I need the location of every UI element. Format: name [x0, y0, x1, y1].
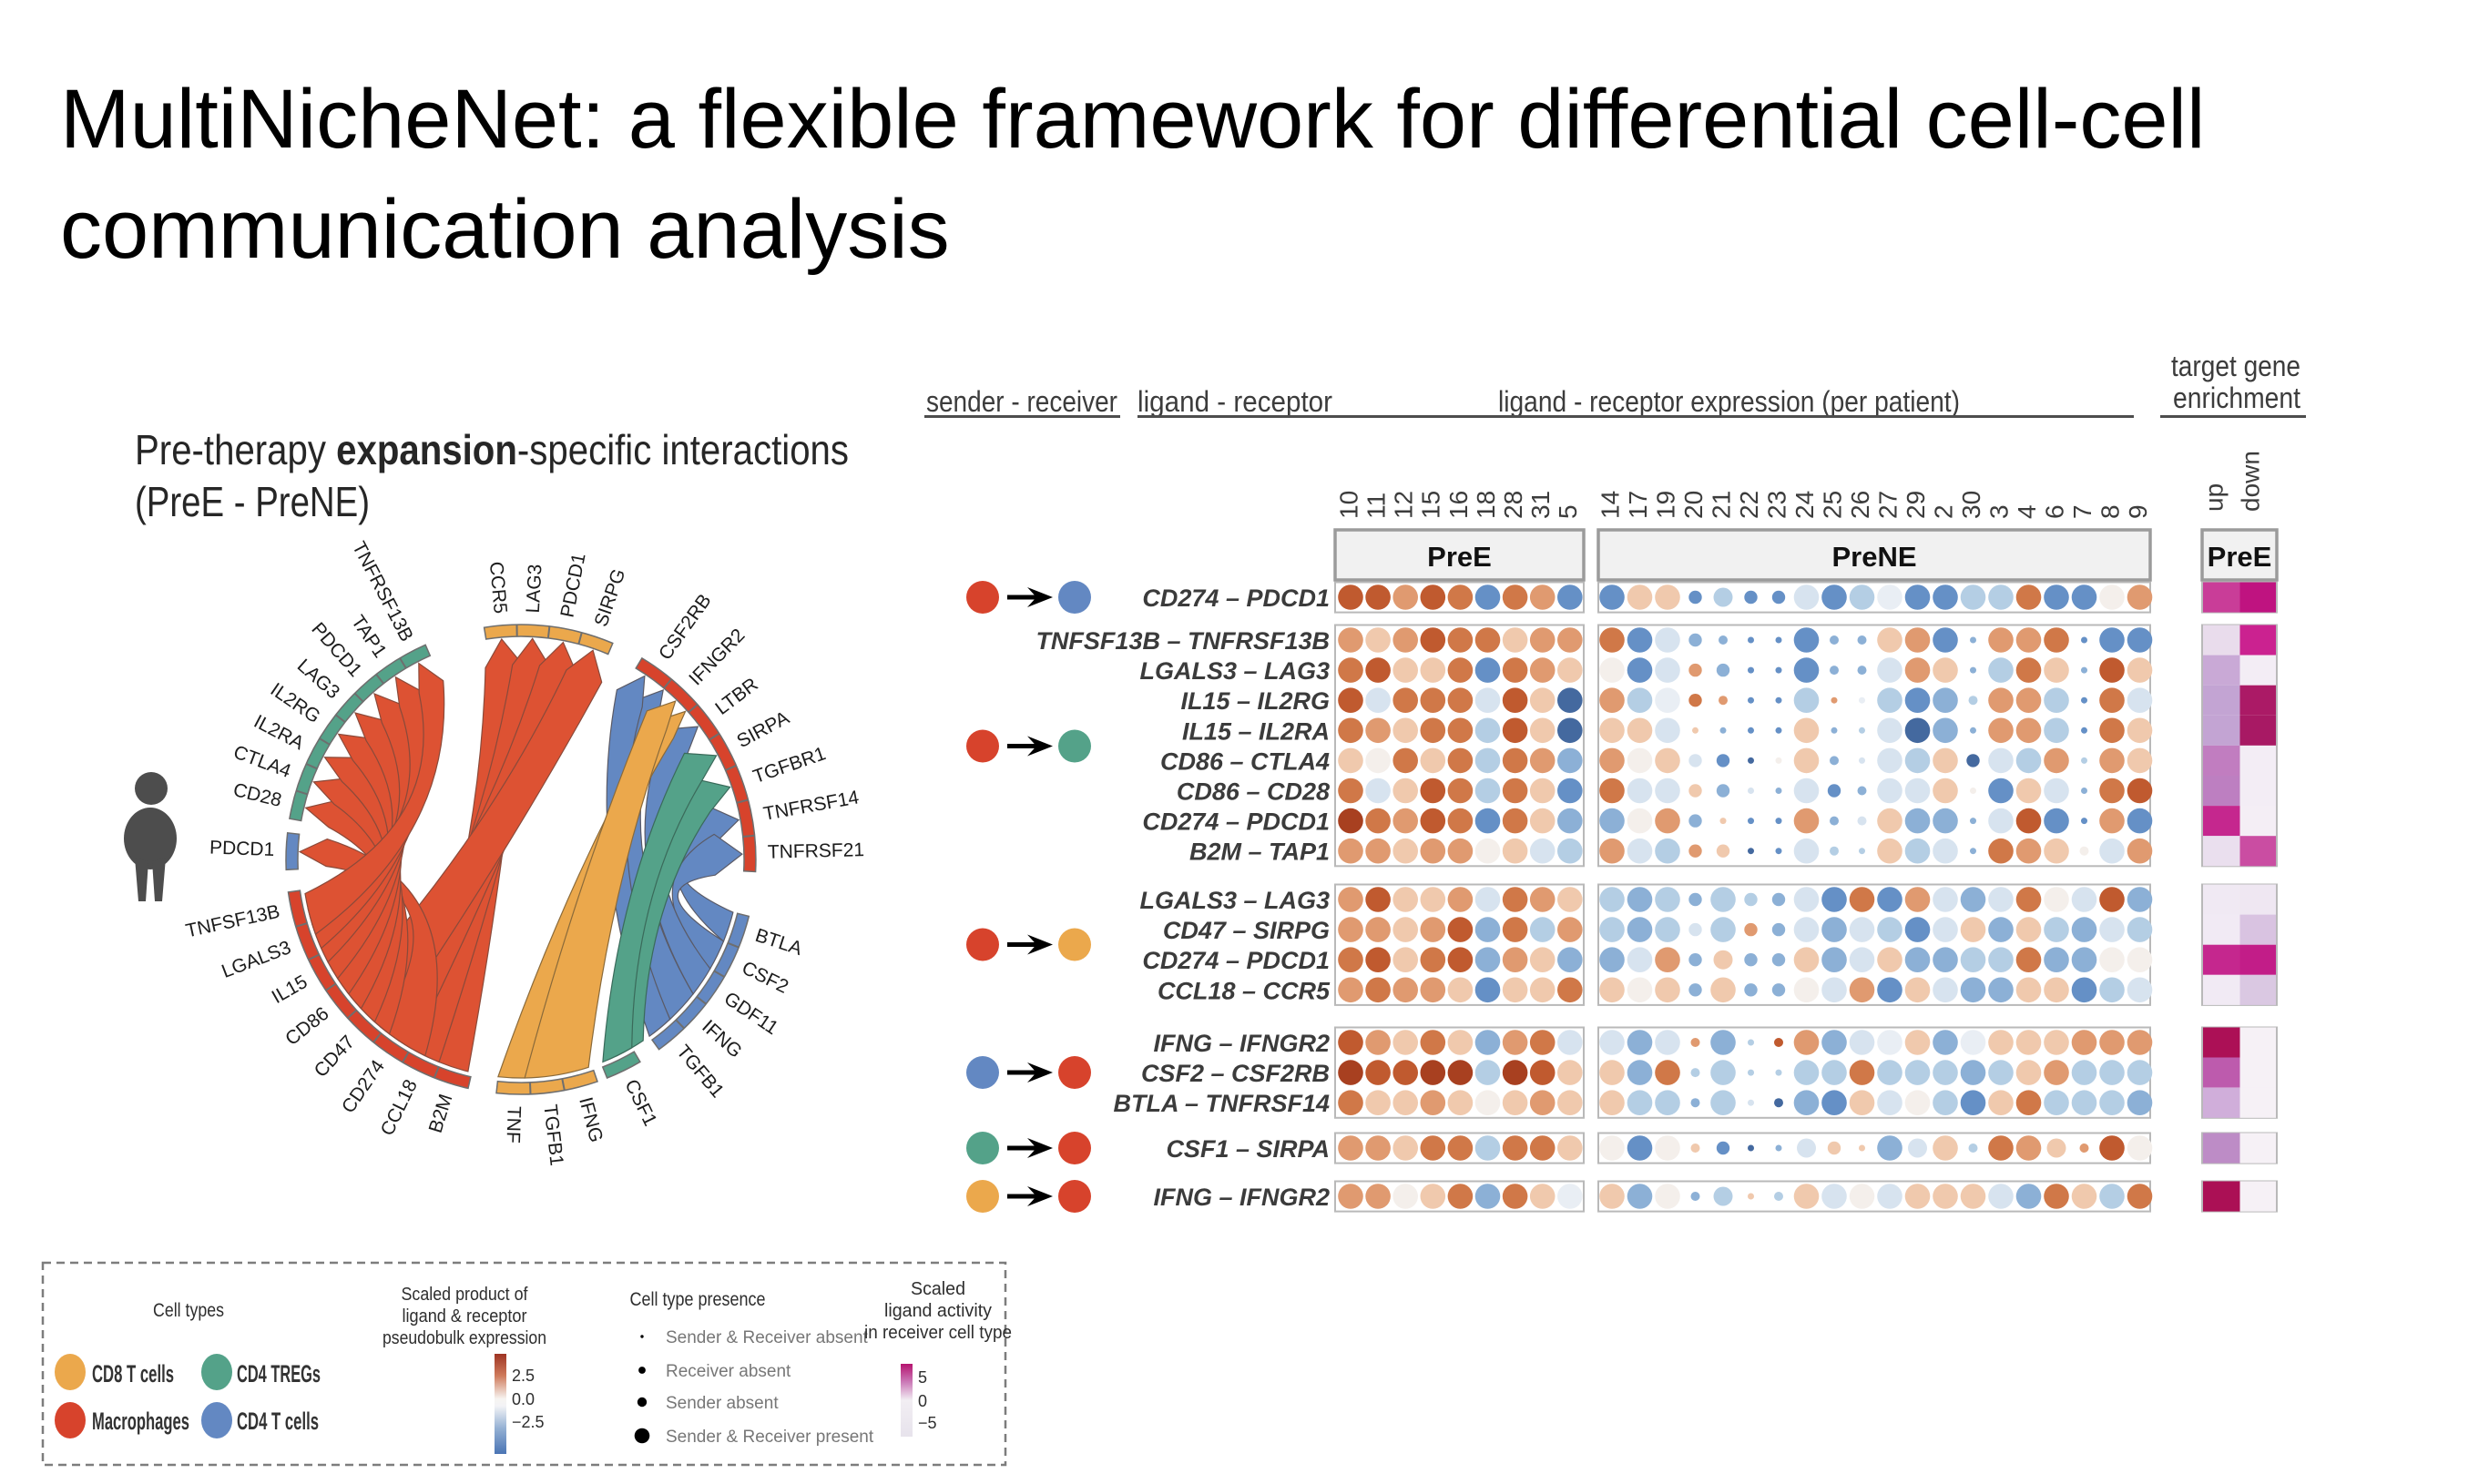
svg-text:CCL18 – CCR5: CCL18 – CCR5	[1158, 977, 1331, 1004]
svg-text:Receiver absent: Receiver absent	[666, 1362, 791, 1381]
svg-text:Scaled: Scaled	[911, 1279, 965, 1299]
svg-text:TNF: TNF	[502, 1106, 524, 1144]
svg-text:28: 28	[1499, 491, 1527, 519]
svg-text:PreNE: PreNE	[1831, 541, 1916, 573]
svg-text:23: 23	[1762, 491, 1790, 519]
svg-text:4: 4	[2013, 504, 2041, 519]
svg-text:8: 8	[2096, 504, 2124, 519]
svg-text:LGALS3 – LAG3: LGALS3 – LAG3	[1139, 657, 1330, 685]
svg-text:−5: −5	[918, 1414, 937, 1432]
svg-text:16: 16	[1444, 491, 1473, 519]
svg-text:target gene: target gene	[2171, 350, 2300, 382]
svg-text:Pre-therapy expansion-specific: Pre-therapy expansion-specific interacti…	[135, 426, 849, 473]
svg-text:9: 9	[2124, 504, 2152, 519]
svg-text:5: 5	[1554, 504, 1582, 519]
svg-text:IL15 – IL2RA: IL15 – IL2RA	[1182, 717, 1330, 745]
svg-text:B2M – TAP1: B2M – TAP1	[1189, 839, 1330, 866]
svg-text:−2.5: −2.5	[512, 1413, 545, 1431]
svg-text:27: 27	[1873, 491, 1902, 519]
svg-text:30: 30	[1957, 491, 1985, 519]
svg-text:24: 24	[1790, 491, 1819, 519]
svg-text:14: 14	[1596, 491, 1624, 519]
svg-text:CD47 – SIRPG: CD47 – SIRPG	[1163, 917, 1330, 944]
svg-text:PDCD1: PDCD1	[209, 838, 275, 860]
svg-text:PreE: PreE	[1427, 541, 1492, 573]
svg-text:ligand activity: ligand activity	[884, 1301, 992, 1321]
svg-text:TNFSF13B – TNFRSF13B: TNFSF13B – TNFRSF13B	[1035, 627, 1330, 655]
svg-text:Scaled product of: Scaled product of	[402, 1285, 528, 1305]
svg-text:CD8 T cells: CD8 T cells	[92, 1360, 174, 1387]
svg-text:CD274 – PDCD1: CD274 – PDCD1	[1142, 808, 1330, 836]
svg-text:Sender absent: Sender absent	[666, 1394, 779, 1413]
svg-text:sender - receiver: sender - receiver	[926, 385, 1117, 418]
svg-text:19: 19	[1651, 491, 1679, 519]
svg-text:up: up	[2199, 483, 2228, 512]
svg-text:17: 17	[1624, 491, 1652, 519]
svg-text:CSF1 – SIRPA: CSF1 – SIRPA	[1166, 1135, 1330, 1163]
svg-text:26: 26	[1846, 491, 1874, 519]
svg-text:25: 25	[1818, 491, 1846, 519]
svg-text:ligand - receptor: ligand - receptor	[1137, 385, 1332, 418]
svg-text:3: 3	[1984, 504, 2013, 519]
svg-text:PreE: PreE	[2208, 541, 2272, 573]
svg-text:IFNG – IFNGR2: IFNG – IFNGR2	[1153, 1184, 1330, 1211]
svg-text:10: 10	[1334, 491, 1362, 519]
svg-text:0: 0	[918, 1392, 927, 1410]
svg-text:6: 6	[2040, 504, 2068, 519]
svg-text:CSF2 – CSF2RB: CSF2 – CSF2RB	[1141, 1060, 1330, 1087]
svg-text:2: 2	[1929, 504, 1957, 519]
svg-text:18: 18	[1472, 491, 1500, 519]
svg-text:2.5: 2.5	[512, 1367, 535, 1385]
svg-text:in receiver cell type: in receiver cell type	[864, 1323, 1012, 1343]
svg-text:Sender & Receiver present: Sender & Receiver present	[666, 1428, 874, 1447]
svg-text:ligand & receptor: ligand & receptor	[403, 1306, 527, 1326]
svg-text:TNFRSF21: TNFRSF21	[768, 839, 865, 863]
svg-text:0.0: 0.0	[512, 1390, 535, 1408]
svg-text:15: 15	[1417, 491, 1445, 519]
svg-text:Cell type presence: Cell type presence	[630, 1289, 766, 1310]
svg-text:12: 12	[1390, 491, 1418, 519]
svg-text:22: 22	[1735, 491, 1763, 519]
svg-text:5: 5	[918, 1368, 927, 1387]
svg-text:CD274 – PDCD1: CD274 – PDCD1	[1142, 584, 1330, 612]
svg-text:LGALS3 – LAG3: LGALS3 – LAG3	[1139, 887, 1330, 914]
svg-text:7: 7	[2068, 504, 2096, 519]
svg-text:CD4 TREGs: CD4 TREGs	[237, 1360, 321, 1387]
svg-text:ligand - receptor expression (: ligand - receptor expression (per patien…	[1498, 385, 1960, 418]
svg-text:LAG3: LAG3	[523, 564, 546, 614]
svg-text:communication analysis: communication analysis	[60, 183, 950, 276]
svg-text:pseudobulk expression: pseudobulk expression	[383, 1328, 546, 1348]
svg-text:11: 11	[1362, 493, 1390, 519]
svg-text:CD86 – CD28: CD86 – CD28	[1177, 778, 1330, 806]
svg-text:enrichment: enrichment	[2173, 381, 2300, 414]
svg-text:Macrophages: Macrophages	[92, 1408, 189, 1435]
svg-text:BTLA – TNFRSF14: BTLA – TNFRSF14	[1113, 1090, 1330, 1117]
svg-text:down: down	[2236, 451, 2264, 512]
svg-text:21: 21	[1707, 491, 1735, 519]
svg-text:(PreE - PreNE): (PreE - PreNE)	[135, 478, 370, 525]
svg-text:MultiNicheNet: a flexible fram: MultiNicheNet: a flexible framework for …	[60, 73, 2205, 166]
svg-text:31: 31	[1526, 491, 1555, 519]
svg-text:Sender & Receiver absent: Sender & Receiver absent	[666, 1328, 869, 1347]
svg-text:IFNG – IFNGR2: IFNG – IFNGR2	[1153, 1030, 1330, 1057]
svg-text:CD86 – CTLA4: CD86 – CTLA4	[1160, 747, 1330, 775]
svg-text:IL15 – IL2RG: IL15 – IL2RG	[1180, 687, 1330, 715]
svg-text:Cell types: Cell types	[153, 1300, 224, 1321]
svg-text:CD274 – PDCD1: CD274 – PDCD1	[1142, 947, 1330, 974]
svg-text:20: 20	[1679, 491, 1708, 519]
svg-text:CD4 T cells: CD4 T cells	[237, 1408, 319, 1435]
svg-text:29: 29	[1902, 491, 1930, 519]
